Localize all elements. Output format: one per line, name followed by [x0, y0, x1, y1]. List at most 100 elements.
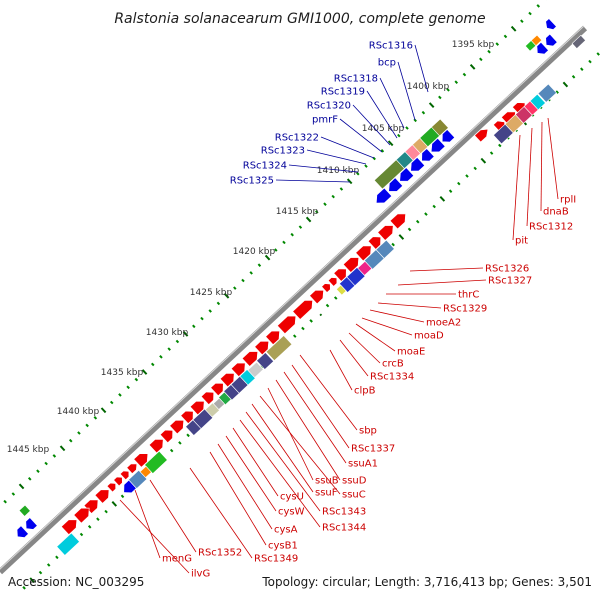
- gene-label: cysU: [280, 492, 304, 503]
- kbp-tick: [487, 49, 491, 54]
- kbp-tick: [178, 441, 182, 445]
- gene-leader-line: [209, 451, 267, 546]
- gene-leader-line: [414, 44, 429, 93]
- kbp-tick: [364, 164, 368, 168]
- gene-label: thrC: [458, 290, 479, 301]
- gene-block: [128, 469, 148, 490]
- kbp-tick: [510, 25, 517, 32]
- gene-leader-line: [267, 387, 314, 481]
- kbp-tick: [536, 4, 541, 8]
- gene-leader-line: [288, 164, 359, 173]
- kbp-tick: [120, 494, 125, 499]
- gene-leader-line: [189, 467, 253, 559]
- kbp-tick: [241, 278, 245, 283]
- gene-arrow: [545, 18, 557, 30]
- gene-label: moeA2: [426, 318, 461, 329]
- gene-block: [218, 391, 232, 406]
- gene-block: [18, 504, 31, 517]
- kbp-tick: [96, 517, 100, 521]
- gene-label: RSc1326: [485, 264, 529, 275]
- gene-leader-line: [299, 354, 358, 431]
- kbp-tick: [274, 248, 278, 252]
- gene-arrow: [377, 225, 394, 241]
- kbp-tick: [59, 445, 66, 452]
- gene-arrow: [375, 187, 393, 204]
- gene-leader-line: [225, 435, 277, 512]
- gene-label: RSc1318: [334, 74, 378, 85]
- gene-arrow: [399, 167, 415, 182]
- gene-arrow: [219, 372, 235, 388]
- kbp-tick: [315, 210, 319, 214]
- gene-arrow: [342, 257, 360, 273]
- kbp-tick: [192, 324, 196, 329]
- kbp-tick: [3, 499, 7, 504]
- kbp-tick: [77, 431, 81, 435]
- kbp-label: 1435 kbp: [101, 368, 144, 378]
- kbp-tick: [323, 202, 327, 206]
- gene-arrow: [276, 315, 297, 335]
- gene-leader-line: [397, 279, 487, 286]
- gene-leader-line: [119, 499, 190, 574]
- gene-label: ilvG: [191, 569, 210, 580]
- kbp-tick: [68, 438, 73, 443]
- gene-arrow: [189, 400, 205, 416]
- gene-arrow: [169, 419, 185, 435]
- gene-arrow: [60, 519, 78, 536]
- gene-arrow: [119, 470, 130, 481]
- gene-arrow: [410, 156, 426, 172]
- kbp-tick: [29, 577, 36, 584]
- kbp-tick: [93, 416, 98, 420]
- kbp-tick: [100, 407, 107, 414]
- kbp-tick: [489, 151, 494, 155]
- gene-leader-line: [275, 179, 351, 183]
- kbp-tick: [520, 19, 524, 23]
- kbp-label-group: 1395 kbp 1400 kbp 1405 kbp 1410 kbp 1415 kbp…: [7, 40, 495, 455]
- kbp-tick: [480, 157, 487, 164]
- kbp-tick: [169, 448, 174, 453]
- kbp-tick: [562, 81, 569, 88]
- kbp-tick: [498, 143, 502, 148]
- kbp-tick: [46, 563, 51, 567]
- gene-label: ssuD: [342, 476, 367, 487]
- gene-label: moaD: [414, 331, 444, 342]
- kbp-tick: [428, 102, 435, 108]
- kbp-tick: [380, 149, 385, 153]
- gene-leader-line: [547, 117, 559, 200]
- map-title: Ralstonia solanacearum GMI1000, complete…: [114, 11, 485, 27]
- gene-label: sbp: [359, 426, 377, 437]
- kbp-tick: [141, 369, 148, 375]
- backbone-highlight: [0, 25, 585, 570]
- kbp-tick: [415, 219, 420, 224]
- kbp-tick: [439, 196, 446, 202]
- gene-label: dnaB: [543, 207, 569, 218]
- kbp-label: 1430 kbp: [146, 328, 189, 338]
- gene-arrow: [210, 382, 224, 397]
- kbp-tick: [79, 532, 84, 537]
- kbp-tick: [282, 240, 286, 245]
- kbp-tick: [421, 110, 426, 115]
- gene-arrow: [25, 517, 38, 530]
- kbp-tick: [109, 400, 114, 405]
- gene-label: RSc1323: [261, 146, 305, 157]
- gene-leader-line: [306, 149, 367, 165]
- gene-arrow: [536, 41, 549, 55]
- gene-arrow: [94, 489, 110, 504]
- gene-label: ssuB: [315, 476, 339, 487]
- gene-leader-line: [348, 332, 381, 364]
- kbp-tick: [208, 309, 212, 313]
- gene-arrow: [389, 213, 406, 230]
- kbp-label: 1425 kbp: [190, 288, 233, 298]
- gene-leader-line: [355, 323, 396, 352]
- gene-leader-line: [275, 379, 341, 481]
- kbp-label: 1445 kbp: [7, 445, 50, 455]
- gene-arrow: [545, 33, 558, 47]
- kbp-tick: [331, 194, 335, 199]
- kbp-tick: [571, 75, 576, 79]
- kbp-tick: [580, 67, 584, 71]
- gene-label: ssuF: [315, 488, 338, 499]
- gene-leader-line: [329, 349, 353, 391]
- kbp-label: 1400 kbp: [407, 82, 450, 92]
- kbp-tick: [186, 433, 190, 438]
- gene-label: RSc1316: [369, 41, 413, 52]
